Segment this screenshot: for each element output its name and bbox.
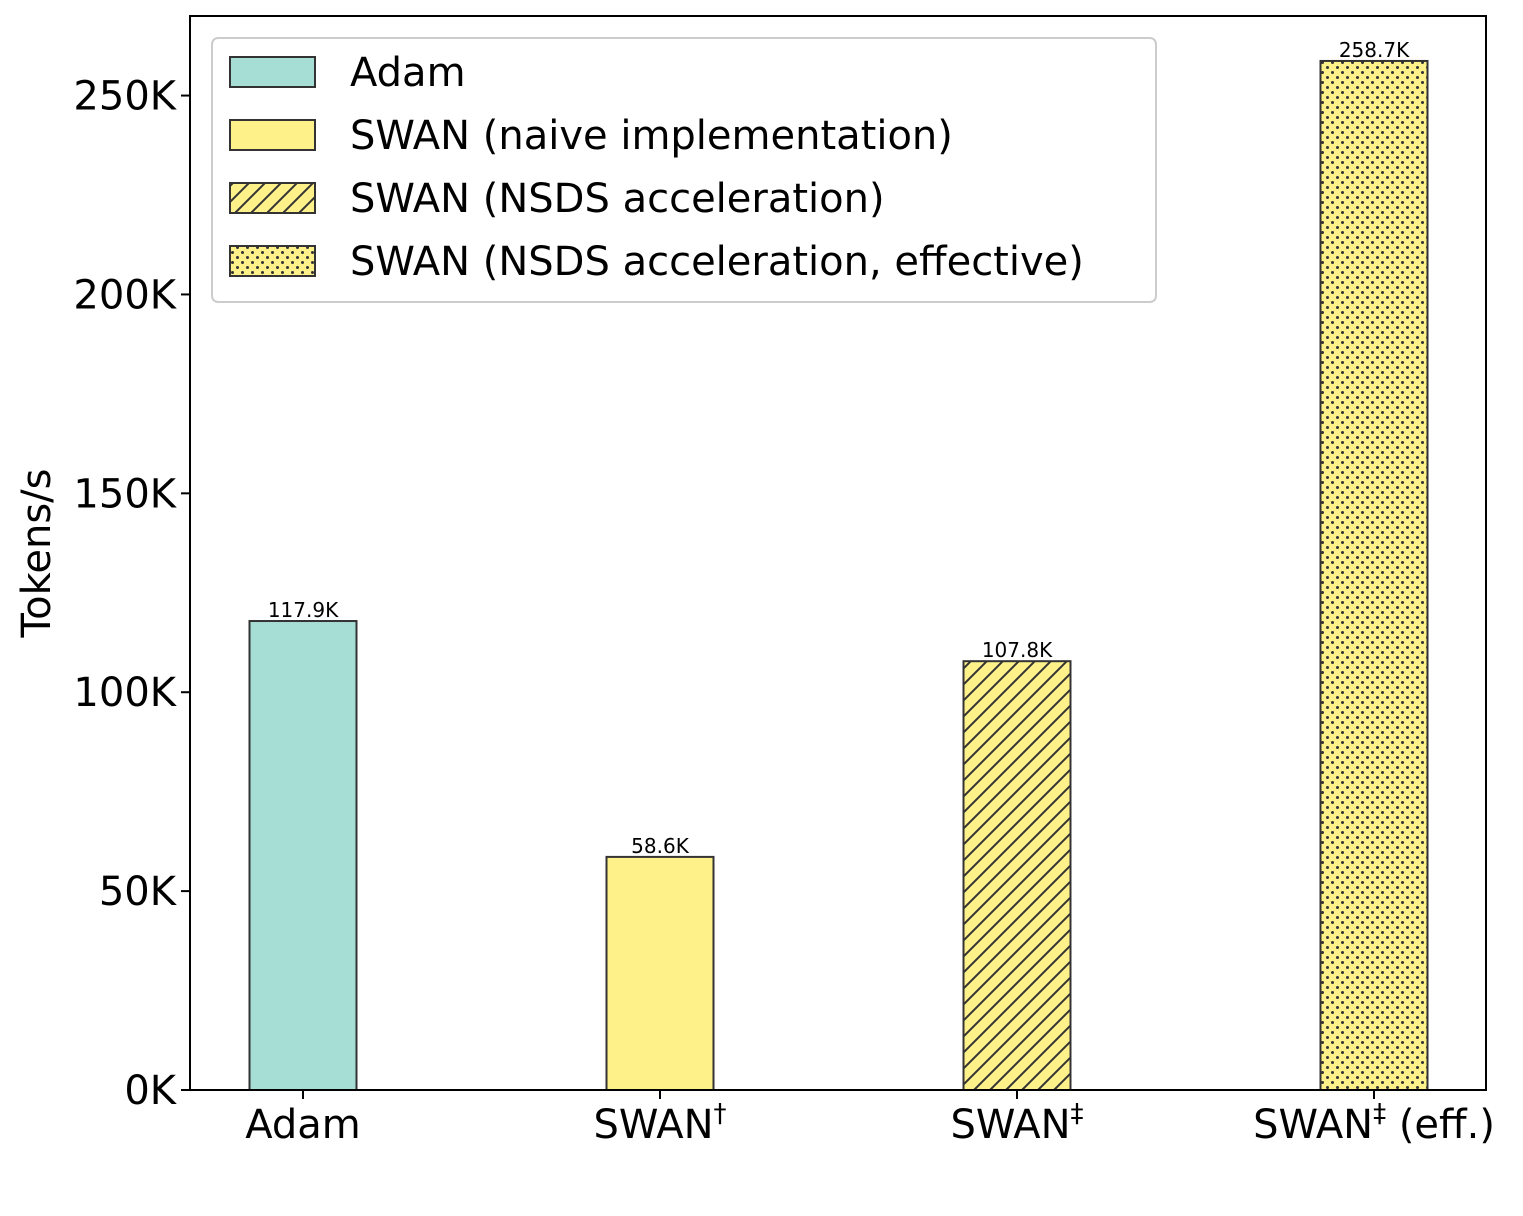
bar-value-label-1: 117.9K xyxy=(268,598,339,622)
plot-frame xyxy=(189,15,1487,1091)
x-tick-label: Adam xyxy=(245,1102,361,1148)
bar-value-label-2: 58.6K xyxy=(631,834,690,858)
bar-value-label-4: 258.7K xyxy=(1339,38,1410,62)
y-axis: 0K 50K 100K 150K 200K 250K xyxy=(73,74,190,1114)
legend-swatch-1 xyxy=(229,56,316,88)
x-tick-label: SWAN† xyxy=(593,1099,726,1148)
legend-label-1: Adam xyxy=(350,50,466,96)
bar-value-labels: 117.9K 58.6K 107.8K 258.7K xyxy=(268,38,1410,858)
x-tick-label: SWAN‡ (eff.) xyxy=(1253,1099,1495,1148)
legend-label-4: SWAN (NSDS acceleration, effective) xyxy=(350,239,1084,285)
y-tick-label: 200K xyxy=(73,272,177,318)
legend-label-2: SWAN (naive implementation) xyxy=(350,113,953,159)
y-tick-label: 0K xyxy=(124,1068,177,1114)
legend-swatch-3 xyxy=(229,182,316,214)
x-tick-label: SWAN‡ xyxy=(950,1099,1083,1148)
bar-2 xyxy=(605,855,715,1091)
bar-3 xyxy=(962,660,1072,1091)
bar-value-label-3: 107.8K xyxy=(982,638,1053,662)
legend-swatch-2 xyxy=(229,119,316,151)
y-tick-label: 50K xyxy=(99,869,178,915)
legend: Adam SWAN (naive implementation) SWAN (NSD… xyxy=(211,37,1157,303)
legend-label-3: SWAN (NSDS acceleration) xyxy=(350,176,885,222)
x-axis: Adam SWAN† SWAN‡ SWAN‡ (eff.) xyxy=(245,1090,1495,1148)
y-axis-label: Tokens/s xyxy=(14,469,60,639)
bars xyxy=(248,59,1429,1092)
legend-swatch-4 xyxy=(229,245,316,277)
y-tick-label: 250K xyxy=(73,74,177,120)
bar-1 xyxy=(248,620,358,1092)
y-tick-label: 150K xyxy=(73,471,177,517)
bar-4 xyxy=(1319,59,1429,1092)
y-tick-label: 100K xyxy=(73,670,177,716)
legend-frame xyxy=(211,37,1157,303)
